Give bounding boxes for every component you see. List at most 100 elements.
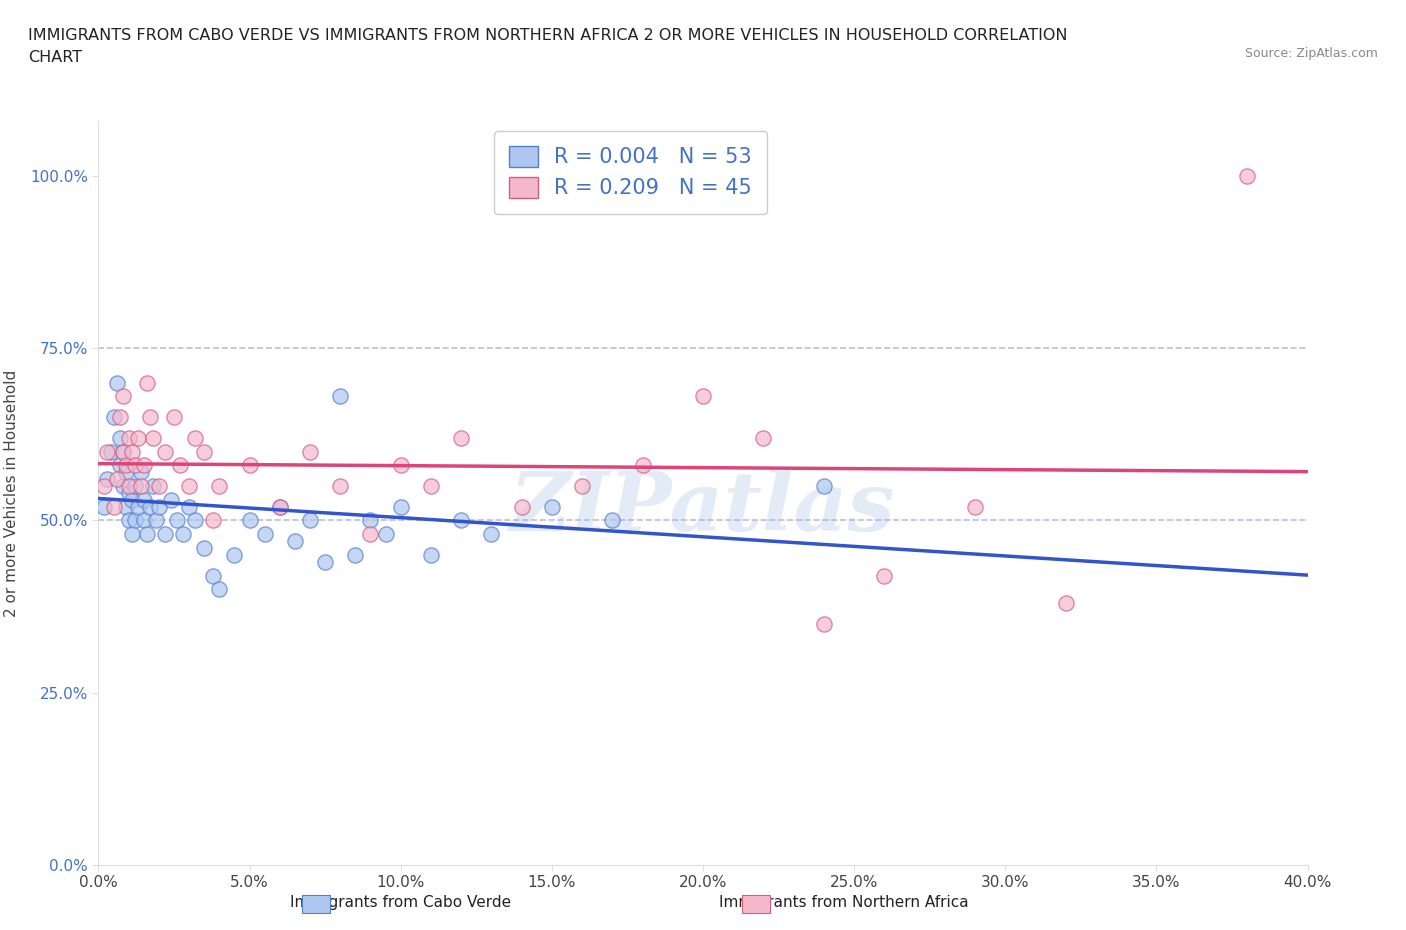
Point: [129, 465, 152, 480]
Point: [752, 431, 775, 445]
Point: [108, 410, 131, 425]
Point: [239, 513, 262, 528]
Point: [132, 458, 155, 472]
Point: [360, 513, 382, 528]
Point: [108, 431, 131, 445]
Y-axis label: 2 or more Vehicles in Household: 2 or more Vehicles in Household: [4, 369, 18, 617]
Point: [692, 389, 714, 404]
Point: [172, 526, 194, 541]
Point: [118, 479, 141, 494]
Point: [124, 513, 146, 528]
Point: [965, 499, 987, 514]
Point: [153, 445, 176, 459]
Point: [239, 458, 262, 472]
Point: [510, 499, 533, 514]
Point: [148, 479, 170, 494]
Point: [873, 568, 896, 583]
Point: [127, 431, 149, 445]
Legend: R = 0.004   N = 53, R = 0.209   N = 45: R = 0.004 N = 53, R = 0.209 N = 45: [494, 130, 768, 214]
Point: [96, 472, 118, 486]
Text: Immigrants from Northern Africa: Immigrants from Northern Africa: [718, 895, 969, 910]
Point: [389, 458, 412, 472]
Point: [111, 479, 134, 494]
Point: [1054, 596, 1077, 611]
Point: [132, 513, 155, 528]
Point: [114, 499, 136, 514]
Point: [114, 465, 136, 480]
Point: [184, 431, 207, 445]
Point: [111, 445, 134, 459]
Point: [103, 499, 125, 514]
Point: [269, 499, 291, 514]
Point: [111, 389, 134, 404]
Point: [127, 499, 149, 514]
Point: [571, 479, 593, 494]
Point: [193, 445, 215, 459]
Point: [100, 445, 122, 459]
Point: [284, 534, 307, 549]
Point: [602, 513, 624, 528]
Point: [166, 513, 188, 528]
Point: [145, 513, 167, 528]
Point: [103, 410, 125, 425]
Point: [124, 458, 146, 472]
Point: [389, 499, 412, 514]
Point: [132, 492, 155, 507]
Point: [202, 568, 225, 583]
Point: [540, 499, 562, 514]
Point: [420, 548, 443, 563]
Point: [142, 479, 165, 494]
Point: [114, 458, 136, 472]
Point: [129, 479, 152, 494]
Point: [111, 445, 134, 459]
Point: [631, 458, 654, 472]
Point: [253, 526, 276, 541]
Point: [813, 617, 835, 631]
Point: [108, 458, 131, 472]
Point: [163, 410, 186, 425]
Point: [139, 499, 162, 514]
Point: [118, 431, 141, 445]
Point: [1236, 168, 1258, 183]
Point: [135, 375, 157, 390]
Point: [184, 513, 207, 528]
Point: [139, 410, 162, 425]
Point: [105, 472, 128, 486]
Point: [124, 479, 146, 494]
Point: [93, 499, 115, 514]
Point: [169, 458, 191, 472]
Point: [202, 513, 225, 528]
Point: [179, 479, 201, 494]
Point: [179, 499, 201, 514]
Point: [121, 492, 143, 507]
Point: [450, 431, 472, 445]
Point: [153, 526, 176, 541]
Point: [121, 526, 143, 541]
Point: [96, 445, 118, 459]
Point: [329, 389, 352, 404]
Point: [148, 499, 170, 514]
Point: [118, 513, 141, 528]
Point: [299, 445, 322, 459]
Point: [135, 526, 157, 541]
Point: [193, 540, 215, 555]
Point: [450, 513, 472, 528]
Point: [118, 485, 141, 500]
Point: [269, 499, 291, 514]
Point: [329, 479, 352, 494]
Point: [208, 582, 231, 597]
Point: [813, 479, 835, 494]
Point: [142, 431, 165, 445]
Point: [314, 554, 336, 569]
Point: [374, 526, 396, 541]
Text: Immigrants from Cabo Verde: Immigrants from Cabo Verde: [290, 895, 512, 910]
Point: [360, 526, 382, 541]
Point: [224, 548, 246, 563]
Point: [420, 479, 443, 494]
Point: [105, 375, 128, 390]
Point: [299, 513, 322, 528]
Text: ZIPatlas: ZIPatlas: [510, 468, 896, 548]
Point: [93, 479, 115, 494]
Point: [208, 479, 231, 494]
Point: [344, 548, 367, 563]
